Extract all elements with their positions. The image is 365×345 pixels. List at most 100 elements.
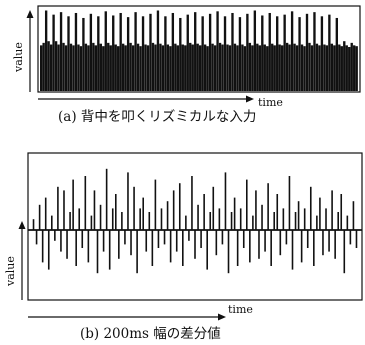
panel-a-bar: [320, 16, 324, 91]
panel-a-bar: [218, 42, 222, 91]
panel-a-bar: [117, 46, 120, 91]
panel-a-bar: [69, 43, 73, 91]
panel-a-bar: [223, 16, 227, 91]
panel-a-bar: [236, 45, 239, 91]
panel-a-bar: [201, 16, 204, 91]
panel-a-bar: [216, 11, 219, 91]
panel-a-bar: [174, 43, 177, 91]
panel-a-bar: [104, 11, 107, 91]
panel-a-bar: [82, 17, 85, 91]
panel-a-bar: [146, 45, 150, 91]
panel-a-bar: [325, 45, 329, 91]
panel-a-bar: [221, 44, 224, 91]
panel-a-bar: [350, 42, 353, 91]
panel-a-bar: [166, 44, 170, 91]
panel-a-bar: [107, 42, 110, 91]
panel-a-bar: [141, 16, 145, 91]
panel-a-bar: [40, 45, 43, 91]
panel-a: value time (a) 背中を叩くリズミカルな入力: [12, 5, 361, 125]
panel-a-bar: [181, 44, 184, 91]
panel-a-bar: [62, 42, 65, 91]
panel-a-bar: [149, 13, 152, 92]
panel-a-bar: [348, 47, 351, 91]
panel-a-bar: [84, 43, 88, 91]
panel-a-bar: [144, 44, 147, 91]
panel-a-bar: [261, 15, 264, 91]
panel-a-bar: [213, 45, 217, 91]
panel-a-bar: [226, 44, 229, 91]
panel-b-bars: [32, 168, 358, 274]
panel-a-bar: [112, 15, 115, 91]
panel-a-bar: [288, 44, 291, 91]
panel-a-bar: [179, 17, 182, 91]
panel-a-bar: [303, 46, 306, 91]
panel-b-ylabel: value: [4, 256, 17, 287]
panel-a-bar: [129, 42, 132, 91]
panel-a-bar: [79, 46, 83, 91]
panel-a-bar: [280, 45, 284, 91]
panel-a-bar: [44, 10, 48, 92]
panel-a-bar: [253, 10, 257, 92]
panel-a-bar: [333, 45, 336, 91]
panel-a-bar: [164, 16, 167, 91]
panel-a-bar: [74, 12, 78, 92]
panel-a-bar: [300, 44, 304, 91]
panel-a-bar: [238, 17, 242, 92]
panel-a-y-arrowhead: [26, 10, 34, 18]
panel-a-bar: [196, 43, 199, 91]
panel-a-bar: [256, 43, 259, 91]
panel-a-bar: [97, 16, 100, 91]
panel-a-bar: [258, 45, 261, 91]
panel-a-frame: [37, 5, 361, 93]
panel-a-bar: [169, 46, 172, 91]
panel-b-xlabel: time: [228, 303, 253, 316]
panel-a-bar: [159, 43, 162, 91]
panel-a-bar: [87, 45, 90, 91]
panel-a-bar: [154, 44, 157, 91]
panel-b-x-arrowhead: [218, 313, 226, 321]
panel-a-bar: [233, 43, 237, 91]
panel-a-bar: [343, 41, 346, 91]
panel-a-bar: [99, 43, 102, 91]
panel-a-bar: [42, 42, 45, 91]
panel-a-bar: [266, 46, 269, 91]
panel-a-bar: [89, 13, 93, 92]
panel-a-xlabel: time: [258, 96, 283, 109]
panel-a-caption: (a) 背中を叩くリズミカルな入力: [58, 109, 256, 125]
panel-a-bar: [251, 45, 254, 91]
panel-a-bar: [271, 43, 274, 91]
panel-a-bar: [313, 12, 316, 91]
panel-a-bar: [134, 12, 137, 91]
panel-a-bar: [211, 43, 214, 91]
panel-a-bar: [243, 46, 247, 91]
panel-b-frame: [27, 152, 363, 301]
panel-a-bar: [151, 42, 155, 91]
panel-a-bar: [353, 45, 356, 91]
panel-a-bar: [273, 45, 276, 91]
panel-a-bar: [121, 43, 125, 91]
panel-a-bar: [246, 13, 249, 92]
panel-a-bar: [64, 45, 68, 91]
panel-a-bar: [231, 12, 234, 92]
panel-a-bar: [156, 10, 160, 92]
panel-a-bar: [191, 44, 194, 91]
panel-a-bar: [278, 44, 281, 91]
panel-b-caption: (b) 200ms 幅の差分値: [80, 326, 221, 342]
panel-a-bar: [126, 17, 130, 92]
panel-a-bar: [189, 42, 192, 91]
panel-a-bar: [293, 43, 296, 91]
panel-a-bar: [139, 46, 142, 91]
panel-a-bar: [330, 43, 334, 91]
panel-a-bar: [298, 17, 301, 92]
panel-a-bar: [355, 46, 358, 91]
panel-a-bar: [199, 45, 202, 91]
panel-a-bar: [290, 11, 294, 91]
panel-a-bar: [59, 12, 63, 91]
panel-a-bar: [171, 12, 175, 92]
panel-a-bar: [241, 44, 244, 91]
panel-b-y-arrowhead: [18, 221, 26, 229]
panel-a-bar: [186, 14, 189, 92]
panel-a-bar: [49, 44, 53, 91]
panel-a-bar: [57, 44, 60, 91]
